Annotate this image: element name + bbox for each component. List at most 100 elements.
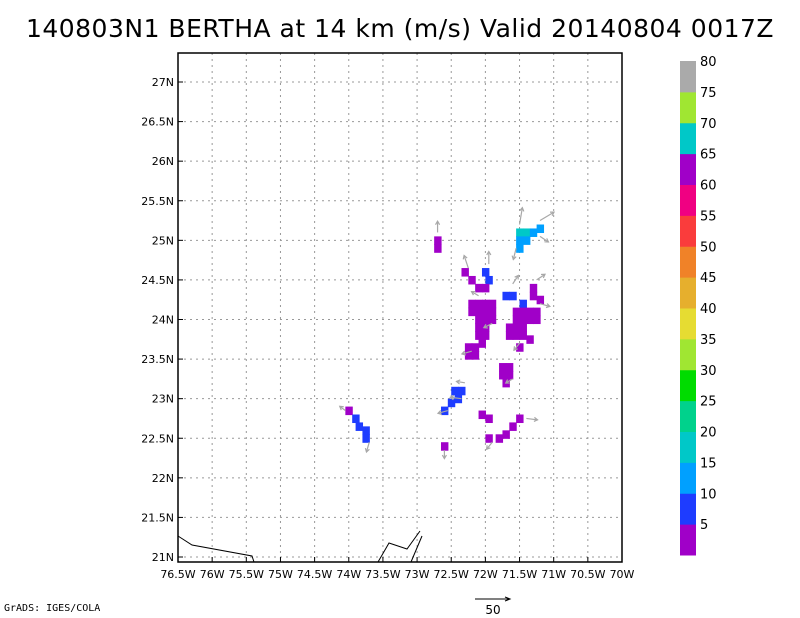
chart-title: 140803N1 BERTHA at 14 km (m/s) Valid 201… bbox=[25, 14, 775, 43]
wind-cell bbox=[475, 307, 483, 317]
wind-cell bbox=[471, 351, 480, 360]
wind-vector-head bbox=[511, 255, 517, 261]
wind-cell bbox=[464, 343, 473, 352]
wind-cell bbox=[485, 434, 493, 443]
y-tick-label: 26.5N bbox=[141, 116, 174, 129]
wind-cell bbox=[505, 363, 514, 372]
colorbar-swatch bbox=[680, 184, 696, 216]
colorbar-swatch bbox=[680, 277, 696, 309]
x-tick-label: 70W bbox=[610, 568, 635, 581]
wind-cell bbox=[499, 363, 507, 372]
colorbar-swatch bbox=[680, 431, 696, 463]
wind-cell bbox=[536, 295, 545, 305]
wind-cell bbox=[481, 299, 490, 309]
colorbar: 5 10 15 20 25 30 35 40 45 50 55 60 65 70 75 80 bbox=[680, 55, 717, 556]
colorbar-swatch bbox=[680, 215, 696, 247]
wind-vector bbox=[512, 275, 519, 285]
wind-cell bbox=[478, 410, 486, 420]
colorbar-label: 20 bbox=[700, 426, 717, 441]
wind-vector-head bbox=[436, 410, 443, 415]
colorbar-swatch bbox=[680, 493, 696, 525]
wind-cell bbox=[529, 291, 538, 301]
colorbar-swatch bbox=[680, 462, 696, 494]
wind-cell bbox=[502, 291, 510, 301]
wind-vector-head bbox=[462, 254, 468, 260]
wind-cell bbox=[516, 236, 524, 245]
y-tick-label: 24N bbox=[152, 314, 174, 327]
wind-cell bbox=[440, 442, 449, 451]
coastline bbox=[177, 530, 423, 563]
wind-cell bbox=[475, 283, 483, 293]
wind-cell bbox=[468, 307, 476, 317]
y-tick-label: 25N bbox=[152, 234, 174, 247]
y-tick-label: 25.5N bbox=[141, 195, 174, 208]
colorbar-label: 35 bbox=[700, 333, 717, 348]
x-tick-label: 73.5W bbox=[365, 568, 400, 581]
wind-cell bbox=[536, 224, 545, 234]
wind-vector-head bbox=[544, 238, 550, 243]
wind-cell bbox=[512, 331, 521, 340]
x-tick-label: 75.5W bbox=[229, 568, 264, 581]
wind-cell bbox=[468, 299, 476, 309]
wind-cell bbox=[475, 315, 483, 325]
colorbar-swatch bbox=[680, 400, 696, 432]
wind-vector-head bbox=[519, 206, 525, 212]
wind-vector bbox=[365, 442, 370, 453]
wind-vector bbox=[486, 441, 493, 450]
colorbar-swatch bbox=[680, 308, 696, 340]
wind-cell bbox=[533, 307, 541, 317]
wind-cell bbox=[529, 283, 538, 293]
x-tick-label: 71W bbox=[541, 568, 566, 581]
x-tick-label: 73W bbox=[405, 568, 430, 581]
colorbar-swatch bbox=[680, 61, 696, 93]
wind-vector-head bbox=[449, 395, 455, 401]
x-tick-label: 71.5W bbox=[502, 568, 537, 581]
wind-cell bbox=[345, 406, 353, 416]
wind-vector-head bbox=[540, 273, 546, 279]
vector-scale: 50 bbox=[475, 596, 512, 617]
wind-cell bbox=[485, 275, 493, 285]
wind-cell bbox=[434, 244, 442, 253]
y-tick-label: 26N bbox=[152, 155, 174, 168]
wind-vectors bbox=[338, 206, 556, 460]
wind-cell bbox=[519, 331, 527, 340]
wind-cell bbox=[475, 299, 483, 309]
wind-cell bbox=[495, 434, 504, 443]
wind-cell bbox=[505, 331, 514, 340]
colorbar-swatch bbox=[680, 153, 696, 185]
colorbar-swatch bbox=[680, 246, 696, 278]
wind-cell bbox=[512, 315, 521, 325]
colorbar-label: 25 bbox=[700, 395, 717, 410]
wind-cell bbox=[509, 422, 517, 431]
colorbar-label: 10 bbox=[700, 487, 717, 502]
wind-cell bbox=[362, 426, 370, 435]
wind-cell bbox=[522, 236, 531, 245]
x-tick-label: 72W bbox=[473, 568, 498, 581]
wind-cell bbox=[468, 275, 476, 285]
wind-cell bbox=[488, 307, 497, 317]
y-axis-ticks: 21N 21.5N 22N 22.5N 23N 23.5N 24N 24.5N 25N 25.5N… bbox=[141, 76, 183, 564]
wind-cell bbox=[454, 394, 463, 404]
wind-cell bbox=[478, 339, 486, 348]
wind-vector bbox=[450, 396, 462, 400]
wind-vector bbox=[539, 303, 550, 308]
colorbar-swatch bbox=[680, 369, 696, 402]
wind-cell bbox=[526, 315, 534, 325]
wind-vector-head bbox=[514, 274, 519, 280]
wind-cell bbox=[526, 335, 534, 344]
y-tick-label: 24.5N bbox=[141, 274, 174, 287]
wind-vector bbox=[536, 273, 546, 281]
wind-cell bbox=[526, 307, 534, 317]
x-tick-label: 70.5W bbox=[570, 568, 605, 581]
wind-vector bbox=[518, 207, 523, 225]
colorbar-label: 15 bbox=[700, 456, 717, 471]
y-tick-label: 23.5N bbox=[141, 353, 174, 366]
wind-cell bbox=[516, 244, 524, 253]
wind-cell bbox=[505, 370, 514, 380]
wind-vector bbox=[539, 211, 555, 222]
wind-cell bbox=[362, 434, 370, 443]
y-tick-label: 27N bbox=[152, 76, 174, 89]
wind-cell bbox=[481, 307, 490, 317]
colorbar-swatch bbox=[680, 91, 696, 124]
